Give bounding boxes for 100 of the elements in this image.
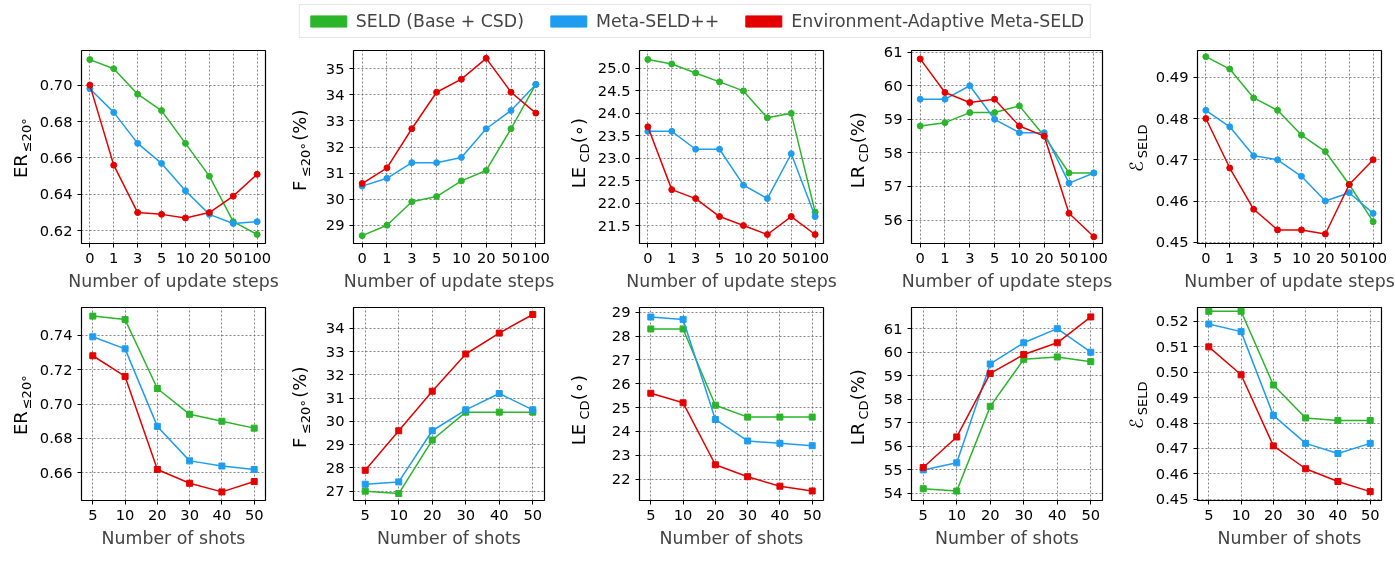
x-tick-label: 40 xyxy=(489,505,509,523)
x-tick-label: 50 xyxy=(781,248,801,266)
y-tick-label: 58 xyxy=(883,143,903,161)
x-tick-label: 3 xyxy=(132,248,143,266)
y-tick-label: 0.70 xyxy=(39,76,73,94)
x-tick-label: 20 xyxy=(1316,248,1335,266)
y-tick-label: 32 xyxy=(325,138,345,155)
y-tick-label: 0.46 xyxy=(1155,464,1189,482)
x-tick-label: 100 xyxy=(1079,248,1108,266)
y-tick-label: 23.0 xyxy=(597,149,631,167)
x-tick-label: 5 xyxy=(1204,505,1214,523)
x-tick-label: 50 xyxy=(1081,505,1101,523)
x-tick-label: 50 xyxy=(523,505,543,523)
x-axis-title: Number of update steps xyxy=(901,270,1113,291)
y-tick-label: 0.48 xyxy=(1155,414,1189,432)
y-tick-label: 25.0 xyxy=(597,59,631,77)
x-tick-label: 40 xyxy=(770,505,790,523)
x-tick-label: 40 xyxy=(1328,505,1348,523)
y-tick-label: 0.46 xyxy=(1155,192,1189,210)
y-tick-label: 59 xyxy=(883,366,903,384)
x-tick-label: 20 xyxy=(1264,505,1283,523)
y-tick-label: 61 xyxy=(883,43,903,61)
y-tick-label: 0.66 xyxy=(39,463,73,481)
x-tick-label: 100 xyxy=(243,248,272,266)
x-tick-label: 1 xyxy=(382,248,392,266)
y-tick-label: 0.45 xyxy=(1155,490,1189,508)
y-tick-label: 0.47 xyxy=(1155,150,1189,168)
x-tick-label: 20 xyxy=(706,505,725,523)
x-axis-title: Number of update steps xyxy=(68,270,279,291)
x-tick-label: 10 xyxy=(673,505,693,523)
y-tick-label: 29 xyxy=(611,303,631,321)
x-tick-label: 10 xyxy=(115,505,135,523)
y-tick-label: 33 xyxy=(325,111,345,129)
y-tick-label: 23.5 xyxy=(597,126,631,144)
y-tick-label: 0.68 xyxy=(39,112,73,130)
y-tick-label: 30 xyxy=(325,190,345,208)
x-tick-label: 0 xyxy=(357,248,367,266)
x-tick-label: 0 xyxy=(1201,248,1211,266)
y-tick-label: 34 xyxy=(325,319,345,337)
x-tick-label: 40 xyxy=(212,505,232,523)
y-tick-label: 34 xyxy=(325,85,345,103)
y-axis-title: ER≤20° xyxy=(9,118,34,179)
x-tick-label: 50 xyxy=(501,248,521,266)
x-axis-title: Number of update steps xyxy=(343,270,555,291)
y-tick-label: 29 xyxy=(325,435,345,453)
y-tick-label: 22.0 xyxy=(597,194,631,212)
x-tick-label: 5 xyxy=(714,248,725,266)
y-axis-title: F≤20°(%) xyxy=(288,109,313,191)
x-tick-label: 5 xyxy=(646,505,656,523)
x-tick-label: 3 xyxy=(965,248,975,266)
y-tick-label: 0.70 xyxy=(39,395,73,412)
y-tick-label: 56 xyxy=(883,211,903,228)
x-tick-label: 20 xyxy=(1034,248,1054,266)
x-tick-label: 40 xyxy=(1047,505,1067,523)
y-tick-label: 28 xyxy=(611,327,631,345)
y-axis-title: F≤20°(%) xyxy=(288,366,313,448)
x-tick-label: 10 xyxy=(389,505,409,523)
x-tick-label: 5 xyxy=(360,505,370,523)
y-tick-label: 27 xyxy=(325,482,345,500)
legend-label: SELD (Base + CSD) xyxy=(355,11,524,31)
y-tick-label: 22.5 xyxy=(597,171,631,189)
y-tick-label: 0.45 xyxy=(1155,233,1189,251)
x-tick-label: 20 xyxy=(476,248,496,266)
x-axis-title: Number of shots xyxy=(659,527,804,548)
x-tick-label: 0 xyxy=(915,248,925,266)
y-tick-label: 24 xyxy=(611,422,631,440)
x-tick-label: 30 xyxy=(1014,505,1034,523)
x-tick-label: 1 xyxy=(1225,248,1235,266)
y-tick-label: 0.66 xyxy=(39,148,73,166)
y-tick-label: 0.62 xyxy=(39,221,73,239)
x-tick-label: 30 xyxy=(180,505,199,523)
y-axis-title: LRCD(%) xyxy=(846,369,871,446)
y-axis-title: LECD(∘) xyxy=(567,375,592,446)
x-tick-label: 10 xyxy=(1231,505,1251,523)
x-tick-label: 3 xyxy=(407,248,417,266)
x-tick-label: 5 xyxy=(918,505,928,523)
y-tick-label: 26 xyxy=(611,374,631,392)
y-tick-label: 57 xyxy=(883,177,903,195)
y-tick-label: 58 xyxy=(883,390,903,408)
y-tick-label: 60 xyxy=(883,76,903,94)
y-axis-title: ℰSELD xyxy=(1125,381,1150,430)
y-tick-label: 56 xyxy=(883,437,903,455)
y-tick-label: 54 xyxy=(883,484,903,502)
x-axis-title: Number of update steps xyxy=(626,270,837,291)
x-tick-label: 10 xyxy=(734,248,753,266)
x-tick-label: 100 xyxy=(521,248,550,266)
x-tick-label: 1 xyxy=(667,248,677,266)
x-tick-label: 5 xyxy=(88,505,98,523)
y-tick-label: 0.48 xyxy=(1155,109,1189,127)
y-tick-label: 57 xyxy=(883,413,903,431)
y-tick-label: 61 xyxy=(883,319,903,337)
y-tick-label: 31 xyxy=(325,389,345,407)
y-tick-label: 0.47 xyxy=(1155,439,1189,457)
x-axis-title: Number of shots xyxy=(101,527,246,548)
y-tick-label: 0.49 xyxy=(1155,68,1189,86)
y-tick-label: 60 xyxy=(883,343,903,361)
x-tick-label: 10 xyxy=(176,248,195,266)
y-tick-label: 21.5 xyxy=(597,216,631,234)
x-axis-title: Number of shots xyxy=(377,527,521,548)
y-tick-label: 24.0 xyxy=(597,104,631,122)
